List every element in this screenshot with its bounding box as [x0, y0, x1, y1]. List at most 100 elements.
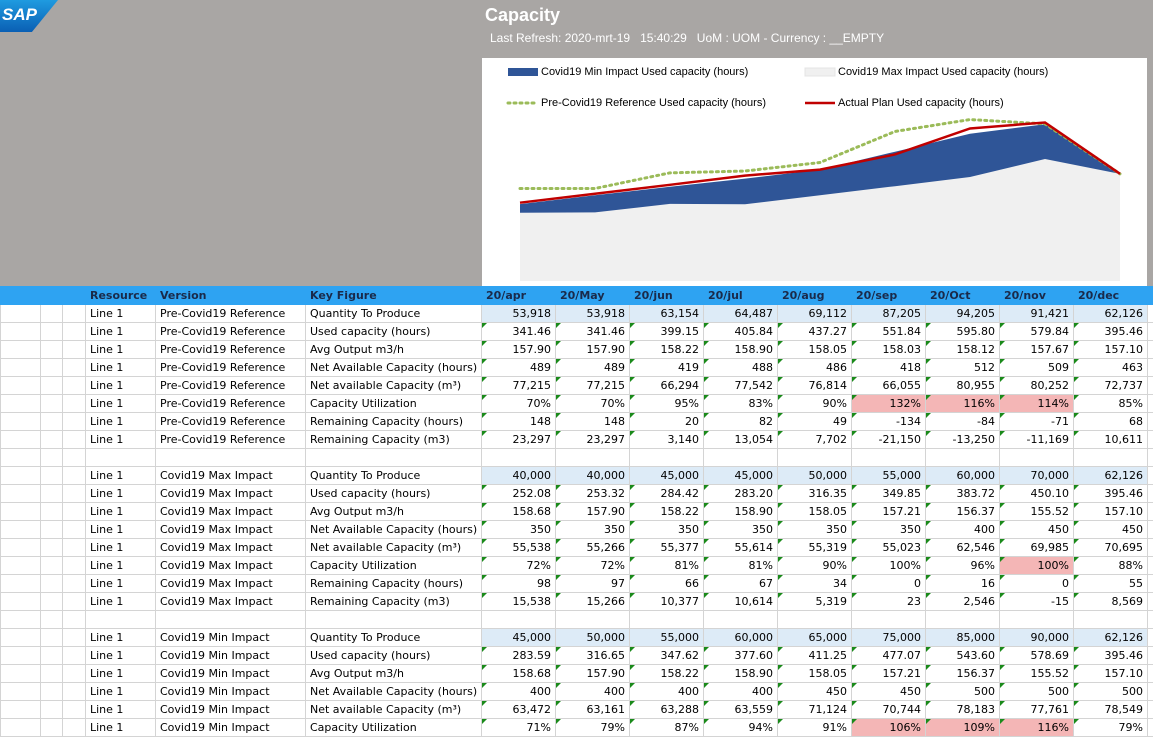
cell	[1073, 610, 1148, 629]
value-cell: 55,319	[777, 538, 852, 557]
value-cell: 72%	[555, 556, 630, 575]
cell	[40, 502, 63, 521]
cell	[0, 430, 41, 449]
value-cell: 148	[481, 412, 556, 431]
value-cell: 80,252	[999, 376, 1074, 395]
value-cell: 68	[1073, 412, 1148, 431]
value-cell: 579.84	[999, 322, 1074, 341]
cell	[40, 592, 63, 611]
value-cell: 40,000	[555, 466, 630, 485]
value-cell: 399.15	[629, 322, 704, 341]
value-cell: 132%	[851, 394, 926, 413]
text-cell: Covid19 Max Impact	[155, 592, 306, 611]
table-row: Line 1 Covid19 Min Impact Net Available Ca…	[0, 682, 1153, 701]
text-cell: Net available Capacity (m³)	[305, 700, 482, 719]
value-cell: 437.27	[777, 322, 852, 341]
value-cell: 88%	[1073, 556, 1148, 575]
cell	[40, 466, 63, 485]
value-cell: 94,205	[925, 304, 1000, 323]
cell	[0, 682, 41, 701]
cell	[40, 412, 63, 431]
cell	[62, 484, 86, 503]
cell	[0, 322, 41, 341]
value-cell: 97	[555, 574, 630, 593]
value-cell: 87%	[629, 718, 704, 737]
value-cell: 509	[999, 358, 1074, 377]
value-cell: 157.21	[851, 664, 926, 683]
value-cell: 64,487	[703, 304, 778, 323]
cell	[40, 574, 63, 593]
value-cell: 81%	[703, 556, 778, 575]
value-cell: 100%	[851, 556, 926, 575]
column-header: 20/jun	[629, 286, 704, 305]
cell	[1147, 394, 1153, 413]
text-cell: Used capacity (hours)	[305, 646, 482, 665]
cell	[999, 610, 1074, 629]
value-cell: 95%	[629, 394, 704, 413]
text-cell: Pre-Covid19 Reference	[155, 340, 306, 359]
cell	[62, 610, 86, 629]
value-cell: 316.65	[555, 646, 630, 665]
cell	[40, 340, 63, 359]
line-series	[519, 121, 1121, 204]
value-cell: 157.67	[999, 340, 1074, 359]
cell	[40, 682, 63, 701]
dotted-line-series	[518, 118, 1122, 190]
cell	[1147, 520, 1153, 539]
text-cell: Line 1	[85, 520, 156, 539]
value-cell: 55,000	[851, 466, 926, 485]
text-cell: Net Available Capacity (hours)	[305, 358, 482, 377]
cell	[555, 448, 630, 467]
text-cell: Line 1	[85, 646, 156, 665]
cell	[1147, 664, 1153, 683]
cell	[40, 358, 63, 377]
text-cell: Covid19 Min Impact	[155, 646, 306, 665]
legend-label: Covid19 Min Impact Used capacity (hours)	[541, 66, 748, 78]
cell	[40, 430, 63, 449]
cell	[0, 358, 41, 377]
value-cell: 79%	[1073, 718, 1148, 737]
cell	[1147, 358, 1153, 377]
value-cell: 70,744	[851, 700, 926, 719]
value-cell: 90%	[777, 394, 852, 413]
text-cell: Line 1	[85, 538, 156, 557]
value-cell: 15,538	[481, 592, 556, 611]
cell	[40, 556, 63, 575]
text-cell: Pre-Covid19 Reference	[155, 412, 306, 431]
cell	[62, 682, 86, 701]
value-cell: 10,614	[703, 592, 778, 611]
column-header: Key Figure	[305, 286, 482, 305]
cell	[62, 304, 86, 323]
value-cell: 114%	[999, 394, 1074, 413]
table-row: Line 1 Covid19 Min Impact Used capacity (h…	[0, 646, 1153, 665]
text-cell: Capacity Utilization	[305, 718, 482, 737]
cell	[0, 538, 41, 557]
table-row: Line 1 Covid19 Min Impact Avg Output m3/h 1…	[0, 664, 1153, 683]
cell	[1147, 574, 1153, 593]
cell	[1147, 592, 1153, 611]
cell	[1147, 484, 1153, 503]
value-cell: 400	[555, 682, 630, 701]
cell	[0, 286, 41, 305]
cell	[1147, 538, 1153, 557]
value-cell: 349.85	[851, 484, 926, 503]
cell	[62, 286, 86, 305]
cell	[40, 376, 63, 395]
cell	[40, 448, 63, 467]
value-cell: 450	[777, 682, 852, 701]
text-cell: Line 1	[85, 394, 156, 413]
value-cell: 283.59	[481, 646, 556, 665]
cell	[40, 628, 63, 647]
table-row: Line 1 Covid19 Max Impact Avg Output m3/h 1…	[0, 502, 1153, 521]
value-cell: 157.90	[555, 340, 630, 359]
value-cell: 157.10	[1073, 664, 1148, 683]
cell	[40, 520, 63, 539]
value-cell: 116%	[925, 394, 1000, 413]
table-row: Line 1 Pre-Covid19 Reference Used capacity…	[0, 322, 1153, 341]
table-row: Line 1 Pre-Covid19 Reference Net Available…	[0, 358, 1153, 377]
value-cell: 66,294	[629, 376, 704, 395]
cell	[0, 394, 41, 413]
cell	[1147, 412, 1153, 431]
cell	[1147, 682, 1153, 701]
cell	[0, 664, 41, 683]
